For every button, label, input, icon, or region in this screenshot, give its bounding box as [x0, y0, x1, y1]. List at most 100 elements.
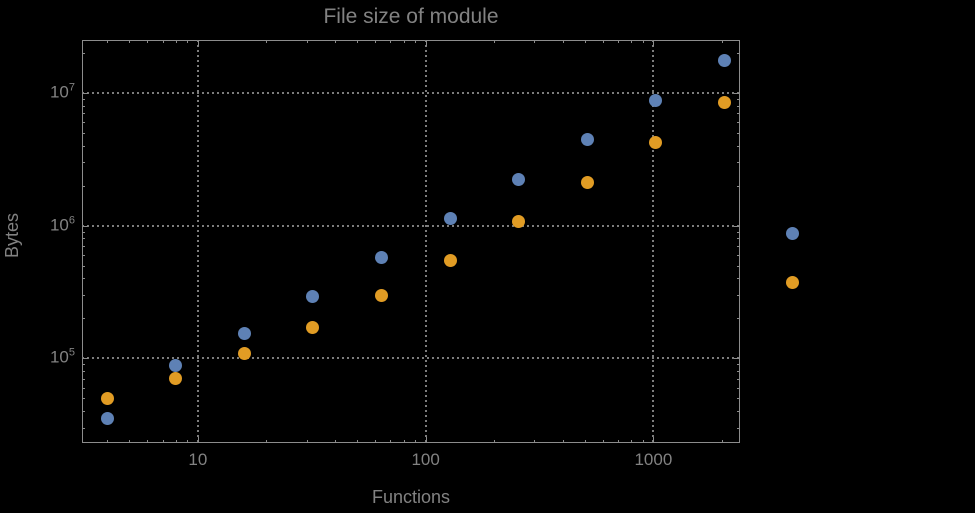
x-tick-bottom — [129, 440, 130, 443]
x-tick-top — [129, 40, 130, 43]
x-tick-bottom — [390, 440, 391, 443]
y-tick-left — [82, 238, 85, 239]
y-tick-right — [737, 186, 740, 187]
data-point-blue — [374, 251, 388, 265]
y-tick-left — [82, 379, 85, 380]
y-tick-right — [737, 113, 740, 114]
x-tick-bottom — [722, 440, 723, 443]
y-tick-right — [737, 266, 740, 267]
x-tick-bottom — [494, 440, 495, 443]
y-tick-right — [737, 106, 740, 107]
data-point-orange — [443, 254, 457, 268]
y-tick-left — [82, 113, 85, 114]
x-tick-label: 10 — [188, 450, 208, 469]
x-tick-bottom — [603, 440, 604, 443]
y-tick-left — [82, 133, 85, 134]
y-tick-right — [737, 379, 740, 380]
y-tick-left — [82, 246, 85, 247]
x-tick-bottom — [426, 437, 427, 443]
y-tick-left — [82, 162, 85, 163]
x-tick-bottom — [357, 440, 358, 443]
x-tick-label: 1000 — [634, 450, 673, 469]
x-tick-top — [426, 40, 427, 46]
y-tick-left — [82, 388, 85, 389]
data-point-blue — [169, 359, 183, 373]
y-tick-left — [82, 255, 85, 256]
gridline-vertical — [424, 40, 427, 443]
y-tick-right — [734, 358, 740, 359]
y-tick-right — [737, 238, 740, 239]
gridline-horizontal — [82, 224, 740, 227]
x-tick-top — [375, 40, 376, 43]
x-tick-top — [107, 40, 108, 43]
y-tick-right — [737, 295, 740, 296]
x-tick-bottom — [335, 440, 336, 443]
y-tick-left — [82, 266, 85, 267]
x-tick-top — [187, 40, 188, 43]
x-tick-top — [563, 40, 564, 43]
data-point-blue — [443, 212, 457, 225]
gridline-horizontal — [82, 91, 740, 94]
data-point-orange — [649, 135, 663, 149]
y-tick-left — [82, 371, 85, 372]
y-tick-base: 10 — [49, 347, 69, 367]
x-tick-top — [163, 40, 164, 43]
data-point-blue — [717, 53, 731, 67]
x-tick-bottom — [307, 440, 308, 443]
x-tick-top — [534, 40, 535, 43]
y-tick-right — [734, 93, 740, 94]
plot-frame — [82, 40, 740, 443]
y-tick-left — [82, 318, 85, 319]
x-tick-top — [266, 40, 267, 43]
y-tick-left — [82, 226, 88, 227]
x-tick-top — [357, 40, 358, 43]
x-tick-label: 100 — [411, 450, 440, 469]
x-tick-top — [653, 40, 654, 46]
x-tick-top — [415, 40, 416, 43]
x-tick-bottom — [643, 440, 644, 443]
y-tick-label: 107 — [15, 81, 75, 102]
y-tick-left — [82, 93, 88, 94]
data-point-blue — [306, 290, 320, 304]
data-point-orange — [237, 347, 251, 361]
y-tick-label: 106 — [15, 214, 75, 235]
y-tick-left — [82, 186, 85, 187]
data-point-orange — [100, 391, 114, 405]
y-tick-right — [737, 133, 740, 134]
x-tick-top — [176, 40, 177, 43]
data-point-blue — [580, 133, 594, 147]
x-tick-top — [147, 40, 148, 43]
y-tick-exponent: 6 — [68, 214, 75, 227]
x-tick-bottom — [653, 437, 654, 443]
y-tick-right — [737, 99, 740, 100]
x-tick-bottom — [176, 440, 177, 443]
data-point-blue — [237, 326, 251, 340]
x-tick-bottom — [266, 440, 267, 443]
y-tick-left — [82, 106, 85, 107]
x-tick-bottom — [163, 440, 164, 443]
y-tick-right — [737, 255, 740, 256]
y-tick-left — [82, 364, 85, 365]
y-tick-right — [737, 278, 740, 279]
x-tick-top — [494, 40, 495, 43]
data-point-blue — [512, 172, 526, 186]
y-tick-left — [82, 398, 85, 399]
y-tick-left — [82, 146, 85, 147]
x-tick-bottom — [147, 440, 148, 443]
y-tick-left — [82, 122, 85, 123]
data-point-orange — [717, 95, 731, 109]
data-point-orange — [512, 215, 526, 229]
y-tick-right — [737, 388, 740, 389]
data-point-orange — [374, 289, 388, 303]
x-axis-label: Functions — [371, 487, 451, 507]
y-tick-left — [82, 428, 85, 429]
x-tick-bottom — [198, 437, 199, 443]
y-tick-right — [737, 232, 740, 233]
data-point-orange — [306, 320, 320, 334]
data-point-orange — [169, 371, 183, 385]
y-tick-exponent: 7 — [68, 81, 75, 94]
y-tick-left — [82, 278, 85, 279]
chart-title: File size of module — [323, 5, 499, 28]
x-tick-top — [643, 40, 644, 43]
